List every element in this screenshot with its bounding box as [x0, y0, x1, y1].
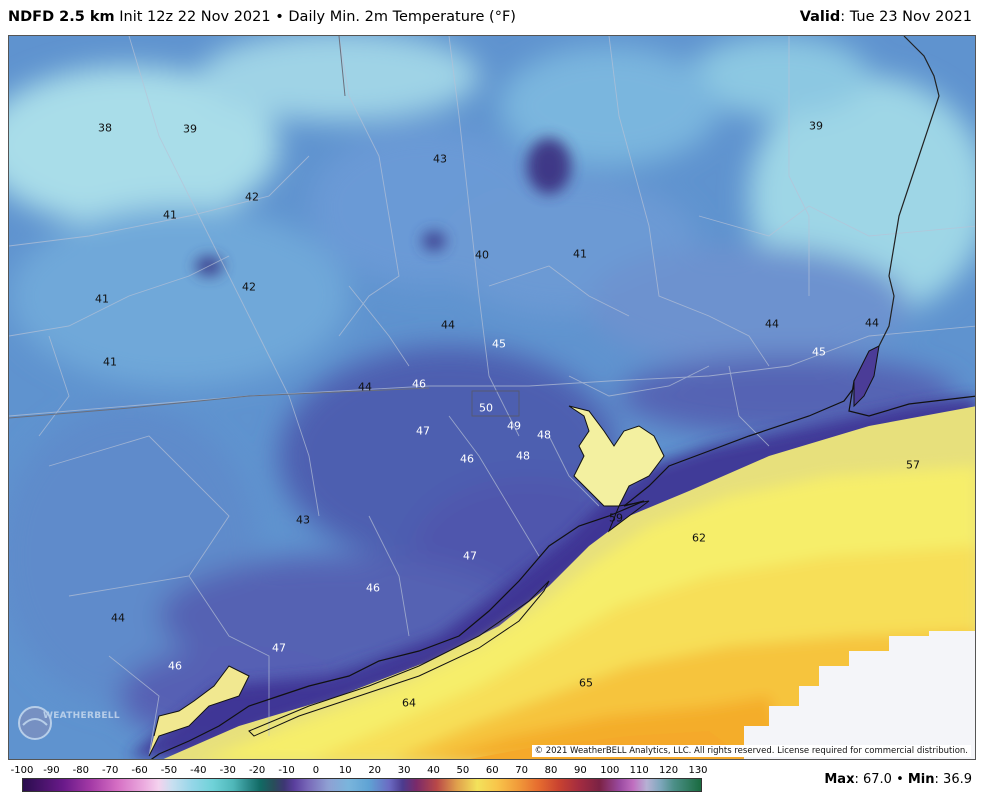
colorbar-tick: 130 — [688, 765, 708, 776]
temperature-label: 62 — [692, 531, 706, 545]
temperature-label: 65 — [579, 676, 593, 690]
temperature-label: 46 — [412, 377, 426, 391]
field-name: Daily Min. 2m Temperature (°F) — [288, 9, 516, 25]
colorbar-gradient — [22, 778, 702, 792]
temperature-label: 46 — [366, 581, 380, 595]
max-min-stats: Max: 67.0 • Min: 36.9 — [824, 772, 972, 787]
colorbar-tick: -30 — [219, 765, 236, 776]
colorbar-tick: 120 — [659, 765, 679, 776]
colorbar-tick: 0 — [312, 765, 320, 776]
copyright-notice: © 2021 WeatherBELL Analytics, LLC. All r… — [531, 745, 971, 757]
colorbar-tick: 110 — [629, 765, 649, 776]
temperature-label: 45 — [812, 345, 826, 359]
valid-value: : Tue 23 Nov 2021 — [840, 9, 972, 25]
colorbar-tick: 60 — [485, 765, 499, 776]
colorbar-tick: 50 — [456, 765, 470, 776]
colorbar-tick: 90 — [574, 765, 587, 776]
temperature-label: 44 — [865, 316, 879, 330]
temperature-label: 47 — [463, 549, 477, 563]
weatherbell-logo-icon — [18, 706, 52, 740]
weatherbell-logo: WEATHERBELL — [15, 703, 120, 743]
init-time: Init 12z 22 Nov 2021 — [119, 9, 271, 25]
colorbar-tick: 20 — [368, 765, 382, 776]
temperature-label: 38 — [98, 121, 112, 135]
colorbar-tick: 70 — [515, 765, 529, 776]
temperature-label: 64 — [402, 696, 416, 710]
valid-label: Valid — [799, 9, 841, 25]
temperature-label: 46 — [168, 659, 182, 673]
model-name: NDFD 2.5 km — [8, 9, 115, 25]
colorbar-tick: -70 — [102, 765, 119, 776]
valid-date: Valid: Tue 23 Nov 2021 — [800, 0, 972, 34]
temperature-label: 41 — [573, 247, 587, 261]
temperature-label: 48 — [516, 449, 530, 463]
temperature-label: 39 — [183, 122, 197, 136]
map-title: NDFD 2.5 km Init 12z 22 Nov 2021 • Daily… — [8, 0, 516, 34]
temperature-map: 38 39 43 39 42 41 40 41 42 41 44 44 44 45 45 41 44 46 50 49… — [8, 35, 976, 760]
colorbar-tick: -60 — [131, 765, 148, 776]
colorbar-tick: -10 — [278, 765, 295, 776]
colorbar-tick: -50 — [160, 765, 178, 776]
min-value: : 36.9 — [934, 772, 972, 787]
colorbar-tick: 80 — [544, 765, 558, 776]
stats-separator: • — [891, 772, 908, 787]
temperature-label: 41 — [95, 292, 109, 306]
logo-text: WEATHERBELL — [43, 711, 120, 721]
temperature-label: 57 — [906, 458, 920, 472]
temperature-label: 40 — [475, 248, 489, 262]
temperature-label: 44 — [765, 317, 779, 331]
temperature-label: 43 — [296, 513, 310, 527]
temperature-label: 46 — [460, 452, 474, 466]
temperature-label: 59 — [609, 511, 623, 525]
temperature-label: 47 — [416, 424, 430, 438]
colorbar-tick: -80 — [72, 765, 89, 776]
colorbar-tick: -20 — [248, 765, 266, 776]
temperature-label: 43 — [433, 152, 447, 166]
temperature-label: 42 — [242, 280, 256, 294]
title-bullet: • — [275, 9, 284, 25]
temperature-label: 41 — [103, 355, 117, 369]
temperature-label: 48 — [537, 428, 551, 442]
colorbar-tick: 40 — [427, 765, 440, 776]
temperature-label: 44 — [111, 611, 125, 625]
temperature-label: 42 — [245, 190, 259, 204]
temperature-label: 50 — [479, 401, 493, 415]
colorbar-tick: -90 — [43, 765, 60, 776]
temperature-label: 44 — [441, 318, 455, 332]
colorbar-tick: -40 — [190, 765, 207, 776]
max-label: Max — [824, 772, 855, 787]
colorbar-ticks: -100 -90 -80 -70 -60 -50 -40 -30 -20 -10 0 10 20 30 40… — [8, 765, 728, 777]
colorbar-tick: 100 — [600, 765, 620, 776]
map-field — [9, 36, 975, 759]
temperature-label: 44 — [358, 380, 372, 394]
colorbar: -100 -90 -80 -70 -60 -50 -40 -30 -20 -10 0 10 20 30 40… — [0, 760, 984, 808]
colorbar-tick: -100 — [10, 765, 34, 776]
temperature-label: 41 — [163, 208, 177, 222]
temperature-label: 45 — [492, 337, 506, 351]
colorbar-tick: 30 — [397, 765, 411, 776]
temperature-label: 49 — [507, 419, 521, 433]
colorbar-tick: 10 — [338, 765, 352, 776]
min-label: Min — [907, 772, 935, 787]
max-value: : 67.0 — [854, 772, 892, 787]
temperature-label: 47 — [272, 641, 286, 655]
header: NDFD 2.5 km Init 12z 22 Nov 2021 • Daily… — [0, 0, 984, 34]
temperature-label: 39 — [809, 119, 823, 133]
